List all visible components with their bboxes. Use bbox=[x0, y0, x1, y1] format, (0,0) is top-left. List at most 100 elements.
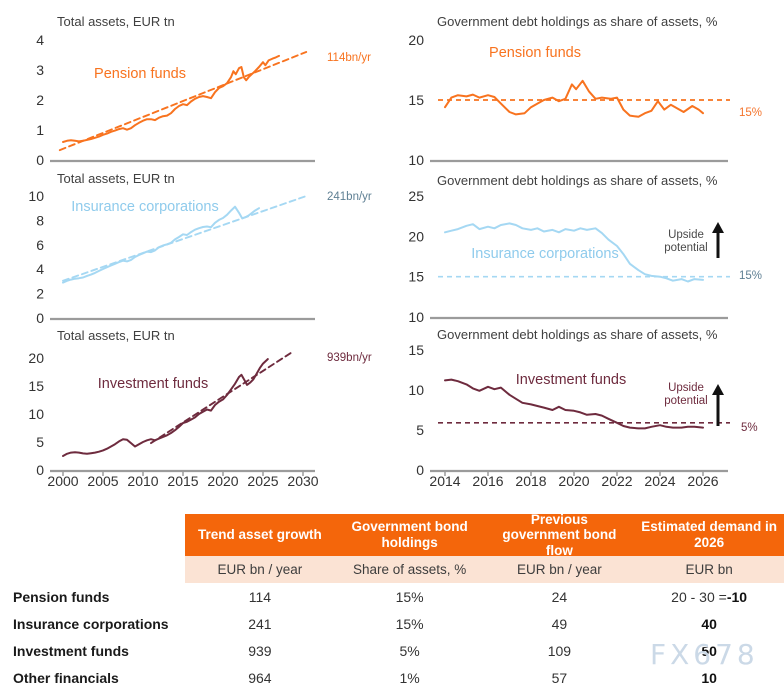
table-cell: 939 bbox=[248, 642, 272, 659]
chart-title: Government debt holdings as share of ass… bbox=[437, 14, 718, 29]
insurance-corporations-total-assets-panel: Total assets, EUR tn 10 8 6 4 2 0 241bn/yr Insur… bbox=[28, 171, 372, 326]
series-label: Investment funds bbox=[98, 376, 208, 392]
y-tick-label: 5 bbox=[36, 434, 44, 450]
y-tick-label: 15 bbox=[408, 269, 424, 285]
x-tick-label: 2016 bbox=[472, 473, 503, 489]
y-tick-label: 0 bbox=[36, 152, 44, 168]
y-tick-label: 10 bbox=[408, 382, 424, 398]
chart-title: Total assets, EUR tn bbox=[57, 14, 175, 29]
x-tick-label: 2020 bbox=[207, 473, 238, 489]
x-tick-label: 2026 bbox=[687, 473, 718, 489]
table-row-label: Insurance corporations bbox=[13, 615, 169, 632]
y-tick-label: 2 bbox=[36, 286, 44, 302]
upside-potential-label: Upside bbox=[668, 229, 704, 241]
up-arrow-icon bbox=[712, 222, 724, 233]
table-row-label: Pension funds bbox=[13, 588, 110, 605]
trend-label: 114bn/yr bbox=[327, 52, 371, 64]
table-unit-header: Share of assets, % bbox=[334, 556, 485, 583]
x-tick-label: 2010 bbox=[127, 473, 158, 489]
reference-label: 5% bbox=[741, 422, 758, 434]
y-tick-label: 0 bbox=[416, 462, 424, 478]
y-tick-label: 5 bbox=[416, 422, 424, 438]
trend-line bbox=[58, 51, 308, 152]
up-arrow-icon bbox=[712, 384, 724, 395]
series-label: Insurance corporations bbox=[71, 199, 219, 215]
table-cell: 109 bbox=[547, 642, 572, 659]
y-tick-label: 6 bbox=[36, 237, 44, 253]
y-tick-label: 25 bbox=[408, 188, 424, 204]
y-tick-label: 8 bbox=[36, 212, 44, 228]
y-tick-label: 10 bbox=[28, 406, 44, 422]
y-tick-label: 1 bbox=[36, 122, 44, 138]
reference-label: 15% bbox=[739, 107, 762, 119]
table-units-spacer bbox=[0, 556, 185, 583]
x-tick-label: 2018 bbox=[515, 473, 546, 489]
y-tick-label: 4 bbox=[36, 32, 44, 48]
table-cell: 24 bbox=[551, 588, 568, 605]
upside-potential-label: potential bbox=[664, 395, 707, 407]
y-tick-label: 15 bbox=[408, 342, 424, 358]
investment-funds-debt-share-panel: Government debt holdings as share of ass… bbox=[408, 327, 757, 489]
table-cell-demand: 40 bbox=[634, 610, 784, 637]
y-tick-label: 15 bbox=[408, 92, 424, 108]
table-cell: 15% bbox=[395, 615, 424, 632]
table-cell: 114 bbox=[248, 588, 272, 605]
table-unit-header: EUR bn bbox=[634, 556, 784, 583]
y-tick-label: 2 bbox=[36, 92, 44, 108]
demand-value: 10 bbox=[701, 669, 717, 686]
x-tick-label: 2025 bbox=[247, 473, 278, 489]
table-row-label: Other financials bbox=[13, 669, 119, 686]
table-cell: 49 bbox=[551, 615, 568, 632]
y-tick-label: 0 bbox=[36, 310, 44, 326]
table-cell-demand: 20 - 30 = -10 bbox=[634, 583, 784, 610]
upside-potential-label: Upside bbox=[668, 382, 704, 394]
table-cell: 241 bbox=[248, 615, 272, 632]
x-tick-label: 2014 bbox=[429, 473, 460, 489]
x-tick-label: 2022 bbox=[601, 473, 632, 489]
y-tick-label: 0 bbox=[36, 462, 44, 478]
table-cell: 57 bbox=[551, 669, 568, 686]
x-tick-label: 2000 bbox=[47, 473, 78, 489]
y-tick-label: 10 bbox=[28, 188, 44, 204]
pension-funds-total-assets-panel: Total assets, EUR tn 4 3 2 1 0 114bn/yr Pension… bbox=[36, 14, 371, 168]
demand-prefix: 20 - 30 = bbox=[671, 588, 727, 605]
series-label: Pension funds bbox=[489, 45, 581, 61]
table-cell: 5% bbox=[399, 642, 420, 659]
series-line bbox=[444, 222, 704, 283]
x-tick-label: 2020 bbox=[558, 473, 589, 489]
trend-label: 241bn/yr bbox=[327, 191, 372, 203]
series-label: Investment funds bbox=[516, 372, 626, 388]
table-cell: 15% bbox=[395, 588, 424, 605]
chart-title: Total assets, EUR tn bbox=[57, 171, 175, 186]
series-line bbox=[444, 79, 704, 118]
table-cell: 1% bbox=[399, 669, 420, 686]
table-column-header: Previous government bond flow bbox=[484, 512, 635, 558]
watermark: FX678 bbox=[650, 638, 759, 671]
y-tick-label: 20 bbox=[408, 32, 424, 48]
series-line bbox=[62, 358, 269, 457]
y-tick-label: 10 bbox=[408, 152, 424, 168]
x-tick-label: 2024 bbox=[644, 473, 675, 489]
summary-table: Trend asset growth Government bond holdin… bbox=[0, 512, 784, 691]
table-unit-header: EUR bn / year bbox=[185, 556, 335, 583]
series-line bbox=[62, 205, 260, 284]
demand-value: 40 bbox=[701, 615, 717, 632]
series-label: Pension funds bbox=[94, 66, 186, 82]
reference-label: 15% bbox=[739, 270, 762, 282]
table-unit-header: EUR bn / year bbox=[484, 556, 635, 583]
y-tick-label: 20 bbox=[28, 350, 44, 366]
x-tick-label: 2030 bbox=[287, 473, 318, 489]
chart-title: Total assets, EUR tn bbox=[57, 328, 175, 343]
x-tick-label: 2005 bbox=[87, 473, 118, 489]
table-cell-demand: 50 bbox=[634, 637, 784, 664]
pension-funds-debt-share-panel: Government debt holdings as share of ass… bbox=[408, 14, 762, 168]
upside-potential-label: potential bbox=[664, 242, 707, 254]
y-tick-label: 15 bbox=[28, 378, 44, 394]
y-tick-label: 3 bbox=[36, 62, 44, 78]
chart-title: Government debt holdings as share of ass… bbox=[437, 173, 718, 188]
series-line bbox=[62, 54, 280, 143]
table-column-header: Government bond holdings bbox=[334, 514, 485, 556]
table-column-header: Estimated demand in 2026 bbox=[634, 514, 784, 556]
